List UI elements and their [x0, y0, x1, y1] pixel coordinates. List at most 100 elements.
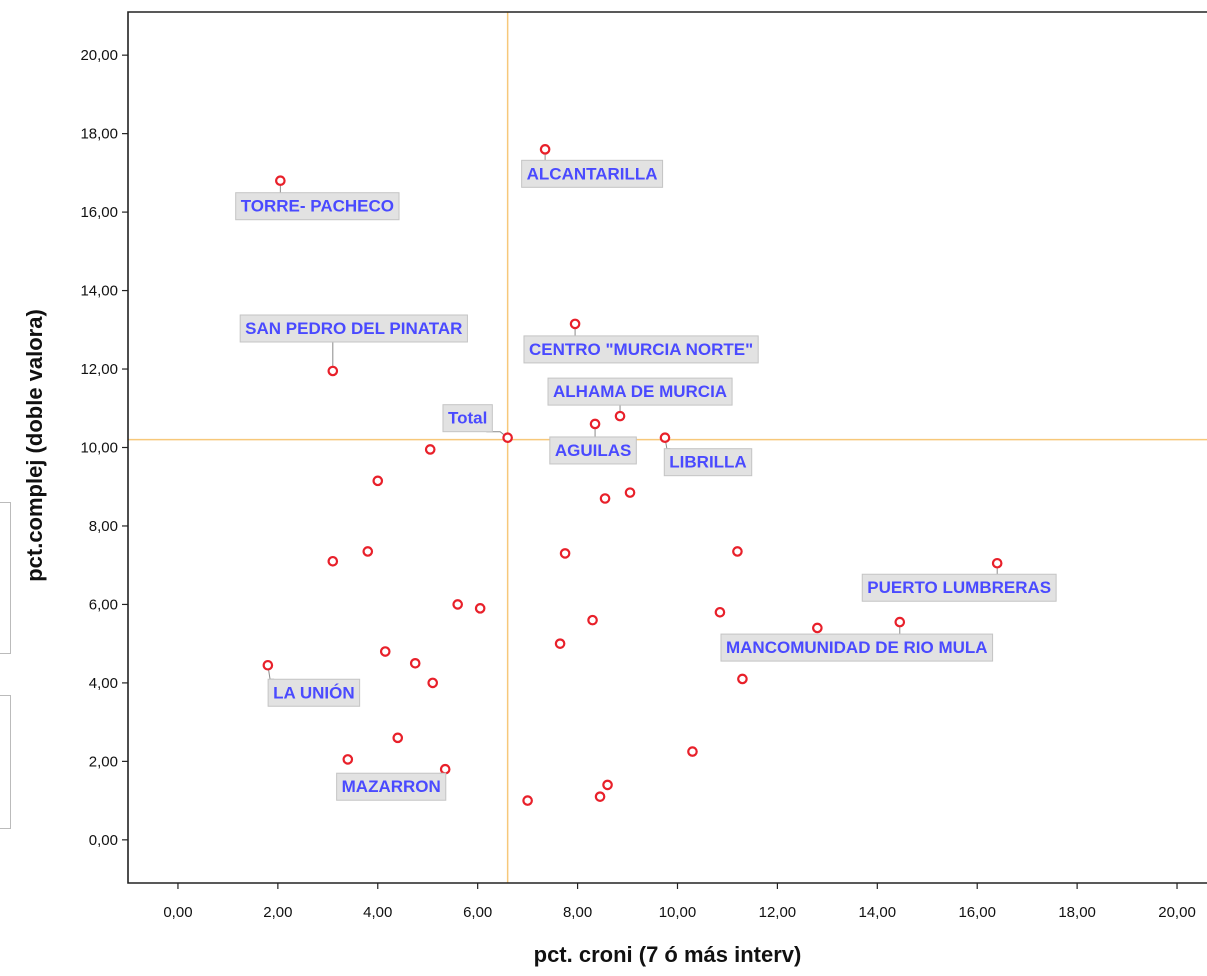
point-label: ALHAMA DE MURCIA — [547, 377, 733, 406]
scatter-point — [894, 616, 906, 628]
point-label: LIBRILLA — [663, 448, 753, 477]
data-points — [262, 144, 1003, 806]
y-tick-label: 14,00 — [80, 283, 118, 300]
scatter-point — [327, 555, 339, 567]
x-tick-label: 20,00 — [1158, 904, 1196, 921]
axes: 0,00 2,00 4,00 6,00 8,00 10,00 12,00 14,00 16,00… — [80, 11, 1207, 921]
y-tick-label: 2,00 — [89, 753, 118, 770]
y-axis-title: pct.complej (doble valora) — [22, 309, 47, 582]
point-label-text: TORRE- PACHECO — [241, 197, 394, 216]
point-label: Total — [442, 404, 493, 433]
point-label-box — [663, 448, 753, 477]
point-label-box — [442, 404, 493, 433]
y-tick-label: 6,00 — [89, 596, 118, 613]
scatter-point — [659, 432, 671, 443]
y-tick-label: 0,00 — [89, 832, 118, 849]
scatter-point — [737, 673, 748, 685]
y-tick-label: 18,00 — [80, 126, 118, 143]
scatter-point — [262, 659, 274, 671]
scatter-point — [554, 638, 566, 649]
point-label-box — [523, 335, 759, 364]
point-label-box — [336, 772, 447, 801]
scatter-point — [502, 432, 513, 443]
point-label-box — [239, 314, 468, 343]
point-label: AGUILAS — [549, 436, 637, 465]
scatter-point — [587, 614, 598, 626]
scatter-point — [392, 732, 404, 744]
x-tick-label: 2,00 — [263, 904, 292, 921]
scatter-point — [372, 475, 384, 487]
plot-area — [128, 12, 1207, 883]
scatter-point — [539, 144, 551, 155]
point-label: PUERTO LUMBRERAS — [861, 573, 1057, 602]
point-label: ALCANTARILLA — [521, 159, 664, 188]
point-label: LA UNIÓN — [267, 678, 361, 707]
scatter-point — [812, 622, 823, 634]
legend-edge-bottom — [0, 695, 11, 829]
scatter-point — [559, 548, 571, 559]
point-label: SAN PEDRO DEL PINATAR — [239, 314, 468, 343]
point-label: MAZARRON — [336, 772, 447, 801]
y-tick-label: 4,00 — [89, 675, 118, 692]
scatter-point — [327, 365, 339, 377]
scatter-point — [474, 603, 486, 614]
point-label-text: LA UNIÓN — [273, 683, 355, 702]
x-tick-label: 10,00 — [659, 904, 697, 921]
point-label-text: PUERTO LUMBRERAS — [867, 578, 1051, 597]
scatter-point — [439, 763, 451, 775]
y-tick-label: 12,00 — [80, 361, 118, 378]
scatter-point — [599, 493, 611, 504]
point-label-text: AGUILAS — [555, 441, 632, 460]
scatter-point — [594, 791, 606, 802]
point-label-box — [267, 678, 361, 707]
scatter-point — [275, 175, 286, 187]
scatter-point — [427, 677, 439, 689]
scatter-point — [379, 646, 391, 657]
legend-edge-top — [0, 502, 11, 654]
point-label-box — [549, 436, 637, 465]
x-tick-label: 8,00 — [563, 904, 592, 921]
scatter-point — [452, 599, 463, 610]
point-label-box — [235, 192, 400, 221]
scatter-point — [522, 795, 533, 806]
y-tick-label: 8,00 — [89, 518, 118, 535]
x-axis-title: pct. croni (7 ó más interv) — [534, 942, 802, 967]
x-tick-label: 16,00 — [958, 904, 996, 921]
scatter-point — [624, 487, 636, 498]
scatter-point — [569, 318, 581, 330]
y-tick-label: 20,00 — [80, 47, 118, 64]
scatter-point — [424, 444, 436, 455]
point-label-box — [861, 573, 1057, 602]
x-tick-label: 18,00 — [1058, 904, 1096, 921]
x-tick-label: 12,00 — [759, 904, 797, 921]
point-label: CENTRO "MURCIA NORTE" — [523, 335, 759, 364]
plot-background — [128, 12, 1207, 883]
point-label-text: MANCOMUNIDAD DE RIO MULA — [726, 638, 988, 657]
point-label-box — [547, 377, 733, 406]
scatter-point — [732, 546, 743, 557]
scatter-point — [589, 418, 601, 430]
scatter-point — [362, 546, 374, 557]
scatter-point — [409, 657, 421, 669]
y-tick-label: 10,00 — [80, 440, 118, 457]
y-tick-label: 16,00 — [80, 204, 118, 221]
point-label-box — [720, 633, 994, 662]
scatter-point — [614, 410, 626, 422]
scatter-point — [714, 606, 726, 618]
x-tick-label: 6,00 — [463, 904, 492, 921]
scatter-point — [342, 754, 354, 765]
point-label: MANCOMUNIDAD DE RIO MULA — [720, 633, 994, 662]
x-tick-label: 14,00 — [859, 904, 897, 921]
point-label-text: CENTRO "MURCIA NORTE" — [529, 340, 753, 359]
x-tick-label: 4,00 — [363, 904, 392, 921]
point-label-text: MAZARRON — [342, 777, 441, 796]
point-label-text: LIBRILLA — [669, 453, 746, 472]
point-label-text: Total — [448, 409, 487, 428]
scatter-point — [991, 557, 1003, 569]
point-label-text: SAN PEDRO DEL PINATAR — [245, 319, 462, 338]
scatter-point — [602, 779, 613, 791]
point-labels: ALCANTARILLA TORRE- PACHECO CENTRO "MURCIA… — [235, 159, 1057, 801]
point-label-text: ALCANTARILLA — [527, 164, 658, 183]
scatter-point — [687, 746, 698, 757]
